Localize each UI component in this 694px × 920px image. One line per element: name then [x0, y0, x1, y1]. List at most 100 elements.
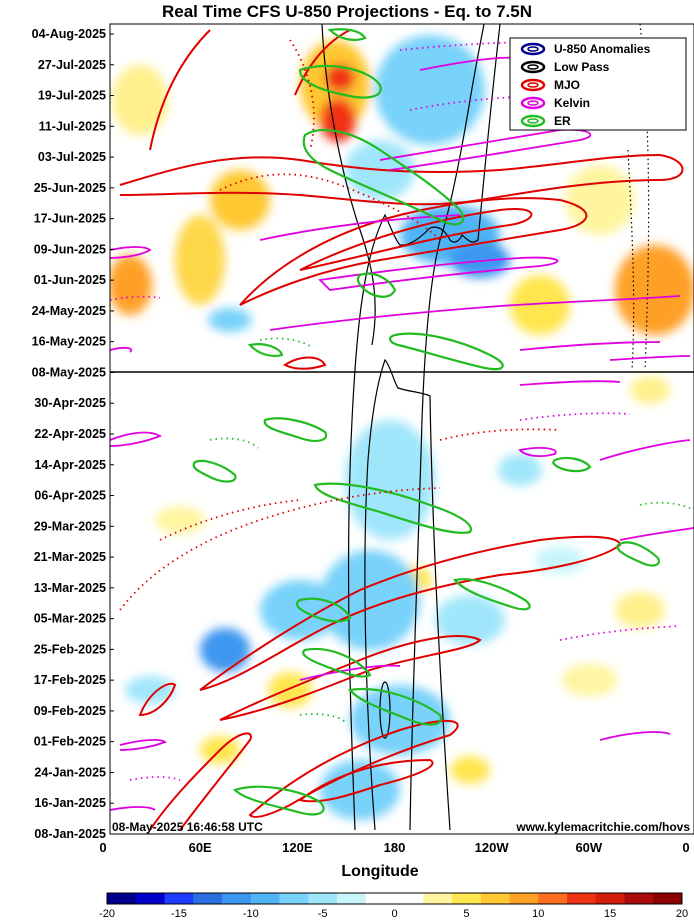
colorbar-cell: [135, 893, 165, 904]
mjo-contour: [239, 197, 588, 306]
y-tick-label: 16-Jan-2025: [34, 796, 106, 810]
y-tick-label: 03-Jul-2025: [38, 150, 106, 164]
anomaly-blob: [208, 308, 252, 332]
x-tick-label: 60W: [575, 840, 602, 855]
colorbar-cell: [480, 893, 510, 904]
timestamp: 08-May-2025 16:46:58 UTC: [112, 820, 263, 834]
y-axis: 04-Aug-2025 27-Jul-2025 19-Jul-2025 11-Jul-…: [32, 27, 114, 841]
er-contour: [192, 459, 237, 483]
colorbar-cell: [595, 893, 625, 904]
mjo-dotted-contour: [289, 39, 315, 151]
colorbar-cell: [279, 893, 309, 904]
legend-swatch: [520, 114, 546, 128]
legend-swatch-inner: [527, 118, 539, 124]
kelvin-contour: [269, 295, 681, 331]
colorbar-tick-label: 0: [391, 908, 397, 920]
anomaly-blob: [125, 676, 175, 704]
y-tick-label: 25-Feb-2025: [34, 642, 106, 656]
mjo-contour: [138, 682, 177, 717]
y-tick-label: 29-Mar-2025: [34, 519, 106, 533]
kelvin-contour: [318, 256, 559, 291]
colorbar-tick-label: -10: [243, 908, 259, 920]
legend-swatch-inner: [527, 46, 539, 52]
mjo-contour: [248, 719, 459, 818]
y-tick-label: 06-Apr-2025: [34, 489, 106, 503]
plot-area: [110, 24, 694, 834]
kelvin-contour: [110, 246, 152, 259]
source-url: www.kylemacritchie.com/hovs: [515, 820, 690, 834]
colorbar-cell: [624, 893, 654, 904]
y-tick-label: 21-Mar-2025: [34, 550, 106, 564]
anomaly-blob: [565, 165, 635, 235]
er-contour: [552, 456, 592, 473]
lowpass-contour: [321, 24, 376, 346]
y-tick-label: 09-Feb-2025: [34, 704, 106, 718]
anomaly-blob: [325, 64, 355, 92]
colorbar-tick-label: 20: [676, 908, 688, 920]
kelvin-contour: [519, 380, 621, 386]
anomaly-blob: [200, 628, 250, 672]
colorbar-cell: [509, 893, 539, 904]
anomaly-blob: [535, 546, 585, 574]
legend-label: U-850 Anomalies: [554, 42, 651, 56]
kelvin-contour: [518, 447, 557, 457]
er-contours: [192, 28, 660, 816]
er-contour: [302, 647, 372, 678]
colorbar-cell: [222, 893, 252, 904]
mjo-contour: [219, 635, 482, 721]
x-tick-label: 180: [384, 840, 406, 855]
y-tick-label: 24-Jan-2025: [34, 765, 106, 779]
x-tick-label: 0: [99, 840, 106, 855]
mjo-dotted-contour: [439, 428, 561, 441]
er-contour: [247, 343, 284, 358]
anomaly-blob: [498, 454, 542, 486]
kelvin-dotted-contour: [409, 95, 561, 111]
er-contour: [389, 332, 504, 371]
colorbar-cell: [452, 893, 482, 904]
anomaly-blob: [375, 35, 485, 145]
y-tick-label: 19-Jul-2025: [38, 89, 106, 103]
y-tick-label: 11-Jul-2025: [39, 119, 106, 133]
x-axis-label: Longitude: [341, 863, 418, 880]
mjo-contours: [119, 29, 684, 831]
er-contour: [356, 272, 397, 298]
colorbar-frame: [106, 892, 683, 905]
anomaly-blob: [615, 245, 694, 335]
er-dotted-contour: [299, 713, 346, 723]
er-contour: [313, 482, 473, 534]
y-tick-label: 08-Jan-2025: [34, 827, 106, 841]
legend-swatch: [520, 78, 546, 92]
legend-swatch: [520, 96, 546, 110]
mjo-contour: [299, 208, 533, 271]
y-tick-label: 09-Jun-2025: [34, 242, 106, 256]
colorbar-tick-label: -15: [171, 908, 187, 920]
er-contour: [327, 28, 367, 41]
kelvin-dotted-contour: [110, 295, 161, 301]
er-contour: [263, 417, 328, 442]
mjo-contour: [149, 732, 252, 831]
x-tick-label: 120W: [475, 840, 510, 855]
colorbar-tick-label: -5: [318, 908, 328, 920]
lowpass-contour: [627, 149, 635, 371]
colorbar: -20 -15 -10 -5 0 5 10 15 20: [99, 892, 688, 920]
er-contour: [452, 578, 531, 611]
mjo-contour: [149, 29, 211, 151]
kelvin-contour: [110, 431, 163, 447]
legend-swatch: [520, 42, 546, 56]
lowpass-contour: [379, 681, 391, 739]
legend-swatch-inner: [527, 100, 539, 106]
anomaly-blob: [450, 756, 490, 784]
anomaly-blob: [268, 672, 312, 708]
legend-label: Kelvin: [554, 96, 590, 110]
kelvin-contour: [259, 214, 461, 241]
kelvin-dotted-contour: [559, 625, 681, 641]
anomaly-blob: [562, 664, 618, 696]
kelvin-contour: [599, 439, 691, 461]
colorbar-cell: [308, 893, 338, 904]
er-contour: [232, 785, 325, 816]
anomaly-blob: [155, 506, 205, 534]
y-tick-label: 01-Feb-2025: [34, 735, 106, 749]
kelvin-contour: [299, 664, 401, 681]
anomaly-blob: [175, 215, 225, 305]
